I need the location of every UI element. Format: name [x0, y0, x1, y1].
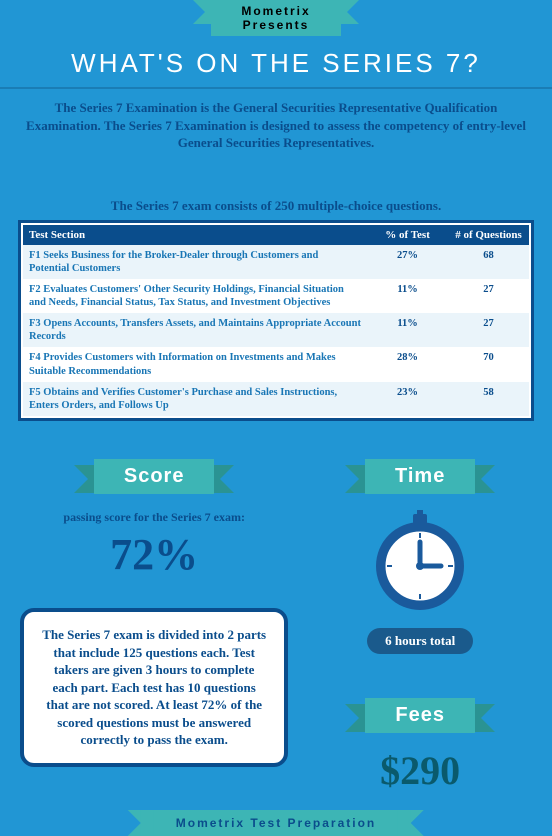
- table-row: F5 Obtains and Verifies Customer's Purch…: [23, 382, 529, 416]
- score-value: 72%: [20, 529, 288, 580]
- cell-section: F1 Seeks Business for the Broker-Dealer …: [23, 245, 367, 279]
- sections-table: Test Section % of Test # of Questions F1…: [23, 225, 529, 416]
- cell-num: 70: [448, 347, 529, 381]
- brand-presents: Presents: [241, 18, 310, 32]
- cell-section: F2 Evaluates Customers' Other Security H…: [23, 279, 367, 313]
- brand-banner-bottom: Mometrix Test Preparation: [146, 810, 406, 836]
- exam-note: The Series 7 exam consists of 250 multip…: [0, 198, 552, 214]
- table-row: F4 Provides Customers with Information o…: [23, 347, 529, 381]
- col-section: Test Section: [23, 225, 367, 245]
- cell-num: 27: [448, 313, 529, 347]
- cell-pct: 11%: [367, 279, 448, 313]
- page-title: What's On The Series 7?: [0, 36, 552, 89]
- cell-section: F4 Provides Customers with Information o…: [23, 347, 367, 381]
- cell-pct: 23%: [367, 382, 448, 416]
- cell-num: 58: [448, 382, 529, 416]
- clock-icon: [365, 508, 475, 618]
- cell-section: F5 Obtains and Verifies Customer's Purch…: [23, 382, 367, 416]
- cell-pct: 28%: [367, 347, 448, 381]
- exam-info-box: The Series 7 exam is divided into 2 part…: [20, 608, 288, 767]
- cell-num: 27: [448, 279, 529, 313]
- cell-pct: 11%: [367, 313, 448, 347]
- fees-value: $290: [308, 747, 532, 794]
- cell-num: 68: [448, 245, 529, 279]
- col-num: # of Questions: [448, 225, 529, 245]
- brand-name: Mometrix: [241, 4, 310, 18]
- brand-banner-top: Mometrix Presents: [211, 0, 340, 36]
- table-header-row: Test Section % of Test # of Questions: [23, 225, 529, 245]
- table-row: F2 Evaluates Customers' Other Security H…: [23, 279, 529, 313]
- time-ribbon: Time: [365, 459, 475, 494]
- fees-ribbon: Fees: [365, 698, 475, 733]
- cell-pct: 27%: [367, 245, 448, 279]
- col-pct: % of Test: [367, 225, 448, 245]
- table-row: F1 Seeks Business for the Broker-Dealer …: [23, 245, 529, 279]
- score-ribbon: Score: [94, 459, 215, 494]
- subtitle: The Series 7 Examination is the General …: [0, 89, 552, 162]
- table-row: F3 Opens Accounts, Transfers Assets, and…: [23, 313, 529, 347]
- sections-table-wrap: Test Section % of Test # of Questions F1…: [18, 220, 534, 421]
- time-total-badge: 6 hours total: [367, 628, 473, 654]
- cell-section: F3 Opens Accounts, Transfers Assets, and…: [23, 313, 367, 347]
- score-caption: passing score for the Series 7 exam:: [20, 510, 288, 525]
